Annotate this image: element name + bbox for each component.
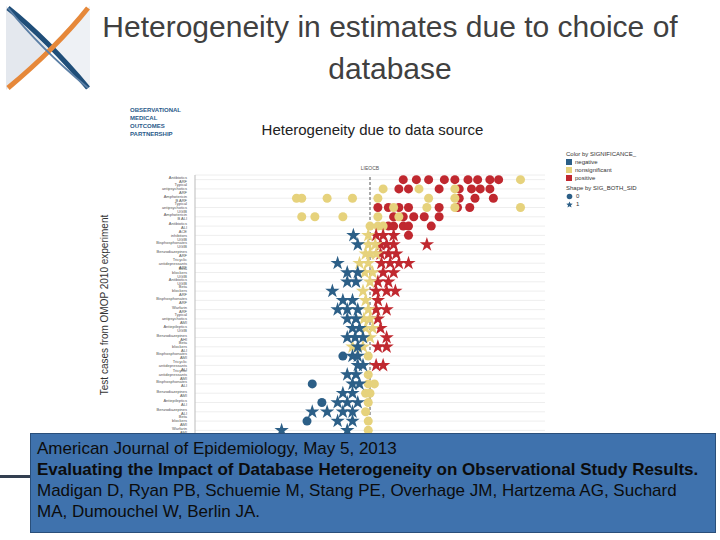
svg-text:LIEOCB: LIEOCB xyxy=(361,165,380,171)
svg-text:BisphosphonatesALI: BisphosphonatesALI xyxy=(156,379,187,388)
svg-text:BisphosphonatesUGIB: BisphosphonatesUGIB xyxy=(156,240,187,249)
svg-text:AmphotericinB ALI: AmphotericinB ALI xyxy=(164,212,187,221)
svg-text:AntiepilepticsUGIB: AntiepilepticsUGIB xyxy=(163,324,187,333)
svg-text:BisphosphonatesARF: BisphosphonatesARF xyxy=(156,296,187,305)
svg-text:BenzodiazepinesAMI: BenzodiazepinesAMI xyxy=(157,389,187,398)
svg-text:AntiepilepticsALI: AntiepilepticsALI xyxy=(163,398,187,407)
